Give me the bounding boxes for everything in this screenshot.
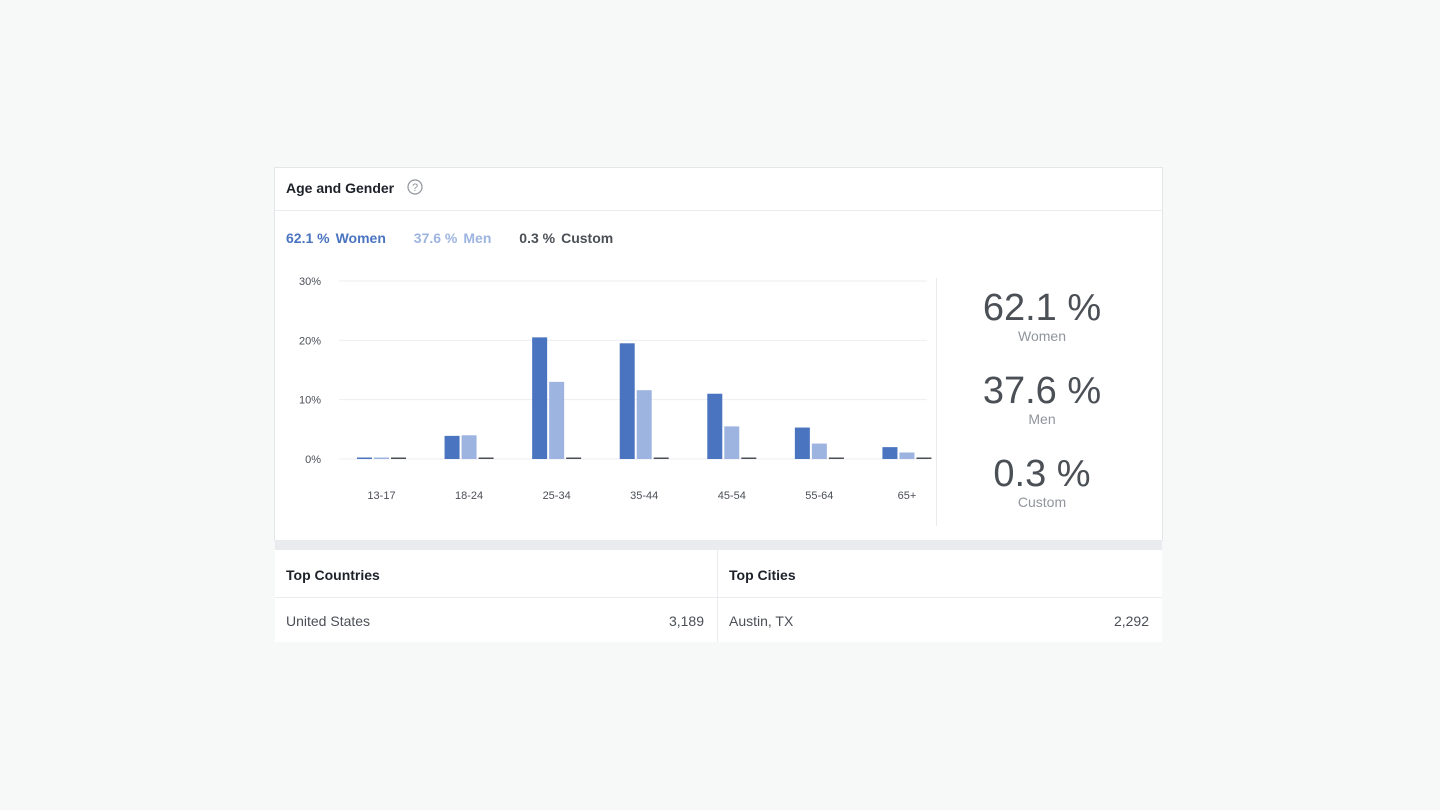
city-count: 2,292 xyxy=(1113,613,1149,629)
svg-text:?: ? xyxy=(412,182,418,194)
x-tick-label: 18-24 xyxy=(455,490,483,502)
top-countries-title: Top Countries xyxy=(286,567,380,583)
legend-custom-pct: 0.3 % xyxy=(519,230,556,246)
bar-men-45-54[interactable] xyxy=(724,426,740,459)
bar-men-18-24[interactable] xyxy=(461,435,477,459)
summary-women: 62.1 % Women xyxy=(937,280,1147,363)
help-icon[interactable]: ? xyxy=(407,179,423,195)
bar-women-18-24[interactable] xyxy=(444,435,460,459)
top-cities-panel: Top Cities Austin, TX 2,292 xyxy=(718,550,1162,642)
summary-women-label: Women xyxy=(1018,328,1066,344)
bar-men-25-34[interactable] xyxy=(549,381,565,459)
bar-men-35-44[interactable] xyxy=(636,390,652,459)
summary-men: 37.6 % Men xyxy=(937,363,1147,446)
bar-women-55-64[interactable] xyxy=(794,427,810,459)
table-row[interactable]: Austin, TX 2,292 xyxy=(718,597,1162,643)
panel-divider xyxy=(717,550,718,642)
summary-custom-label: Custom xyxy=(1017,494,1067,510)
bar-custom-25-34[interactable] xyxy=(566,457,582,460)
legend-men-pct: 37.6 % xyxy=(413,230,458,246)
table-row[interactable]: United States 3,189 xyxy=(275,597,717,643)
card-title: Age and Gender xyxy=(286,180,395,196)
x-tick-label: 65+ xyxy=(898,490,917,502)
x-tick-label: 35-44 xyxy=(630,490,658,502)
bar-women-45-54[interactable] xyxy=(707,393,723,459)
age-gender-card: Age and Gender ? 62.1 % Women 37.6 % Men 0… xyxy=(275,168,1162,540)
bar-women-13-17[interactable] xyxy=(357,457,372,460)
chart-divider xyxy=(936,278,937,526)
summary-men-label: Men xyxy=(1028,411,1056,427)
bar-women-35-44[interactable] xyxy=(619,343,635,459)
summary-women-value: 62.1 % xyxy=(982,287,1102,329)
top-cities-title: Top Cities xyxy=(729,567,796,583)
bar-women-65+[interactable] xyxy=(882,447,898,459)
bar-men-65+[interactable] xyxy=(899,452,915,459)
x-tick-label: 55-64 xyxy=(805,490,833,502)
legend-men-label: Men xyxy=(463,230,492,246)
y-tick-label: 30% xyxy=(299,276,321,288)
legend-women: 62.1 % Women xyxy=(286,230,390,246)
bar-custom-18-24[interactable] xyxy=(478,457,494,460)
city-name: Austin, TX xyxy=(729,613,794,629)
bar-women-25-34[interactable] xyxy=(532,337,548,459)
summary-men-value: 37.6 % xyxy=(982,370,1102,412)
gender-legend: 62.1 % Women 37.6 % Men 0.3 % Custom xyxy=(286,230,637,246)
gender-summary: 62.1 % Women 37.6 % Men 0.3 % Custom xyxy=(937,280,1147,529)
age-gender-bar-chart: 0% 10% 20% 30% 13-17 18-24 25-34 35-44 45-54 55-6… xyxy=(299,276,932,502)
top-countries-panel: Top Countries United States 3,189 xyxy=(275,550,717,642)
bar-custom-13-17[interactable] xyxy=(391,457,406,460)
section-gap xyxy=(275,540,1162,550)
bar-custom-35-44[interactable] xyxy=(653,457,669,460)
bar-custom-55-64[interactable] xyxy=(828,457,844,460)
legend-women-label: Women xyxy=(335,230,386,246)
bar-men-13-17[interactable] xyxy=(374,457,389,460)
y-tick-label: 10% xyxy=(299,395,321,407)
legend-men: 37.6 % Men xyxy=(414,230,495,246)
summary-custom-value: 0.3 % xyxy=(993,453,1091,495)
country-count: 3,189 xyxy=(668,613,704,629)
bar-custom-65+[interactable] xyxy=(916,457,932,460)
y-tick-label: 20% xyxy=(299,335,321,347)
legend-women-pct: 62.1 % xyxy=(286,230,330,246)
card-header: Age and Gender ? xyxy=(275,168,1162,211)
x-tick-label: 25-34 xyxy=(543,490,571,502)
country-name: United States xyxy=(286,613,371,629)
x-tick-label: 13-17 xyxy=(367,490,395,502)
legend-custom: 0.3 % Custom xyxy=(519,230,613,246)
bar-custom-45-54[interactable] xyxy=(741,457,757,460)
y-tick-label: 0% xyxy=(305,454,321,466)
x-tick-label: 45-54 xyxy=(718,490,746,502)
summary-custom: 0.3 % Custom xyxy=(937,446,1147,529)
legend-custom-label: Custom xyxy=(561,230,614,246)
bar-men-55-64[interactable] xyxy=(811,443,827,459)
